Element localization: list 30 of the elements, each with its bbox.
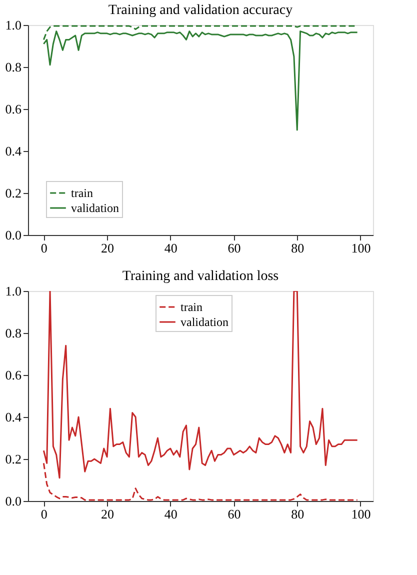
y-tick-label: 1.0 [5,18,22,32]
x-tick-label: 80 [291,240,304,256]
x-tick-label: 80 [291,506,304,522]
y-tick-label: 0.8 [5,326,22,340]
x-tick-label: 40 [164,240,178,256]
x-tick-label: 0 [40,506,48,522]
x-tick-label: 40 [164,506,178,522]
chart-title: Training and validation accuracy [108,3,293,18]
y-tick-label: 0.6 [5,368,22,382]
legend-label: validation [180,315,228,329]
x-tick-label: 100 [351,506,371,522]
y-tick-label: 1.0 [5,284,22,298]
x-tick-label: 20 [101,240,114,256]
x-tick-label: 60 [228,240,241,256]
y-tick-label: 0.2 [5,186,22,200]
x-tick-label: 0 [40,240,48,256]
y-tick-label: 0.4 [5,410,22,424]
x-tick-label: 20 [101,506,114,522]
y-tick-label: 0.8 [5,60,22,74]
chart-title: Training and validation loss [122,269,279,284]
legend-label: train [180,300,202,314]
legend-label: validation [71,201,119,215]
y-tick-label: 0.4 [5,144,22,158]
x-tick-label: 100 [351,240,371,256]
legend-label: train [71,186,93,200]
y-tick-label: 0.0 [5,494,22,508]
x-tick-label: 60 [228,506,241,522]
y-tick-label: 0.0 [5,228,22,242]
y-tick-label: 0.2 [5,452,22,466]
y-tick-label: 0.6 [5,102,22,116]
